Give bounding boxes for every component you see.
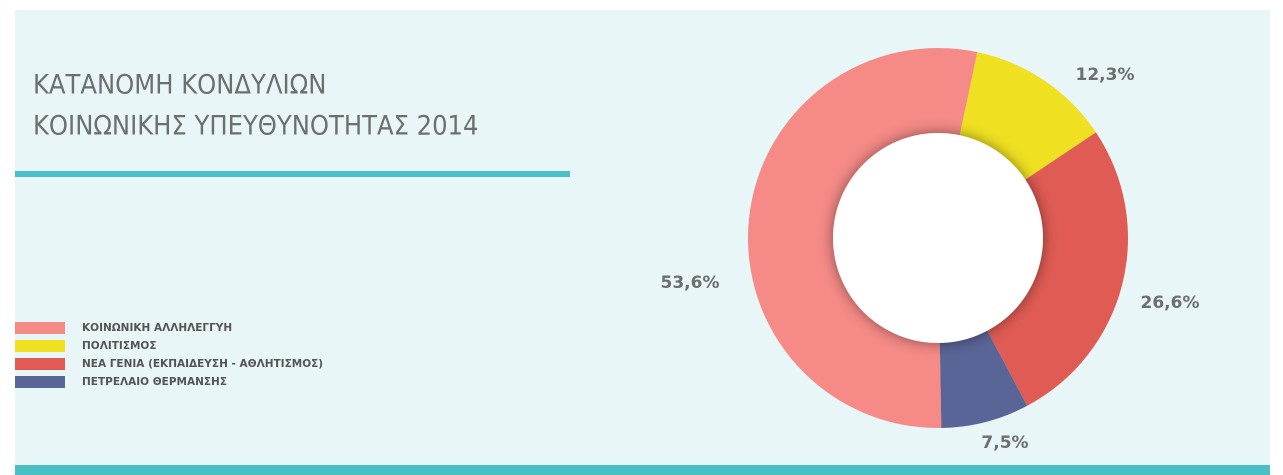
- data-label: 12,3%: [1076, 65, 1135, 85]
- title-rule: [15, 171, 570, 177]
- legend-swatch: [15, 340, 65, 352]
- bottom-bar: [15, 465, 1270, 475]
- donut-hole: [833, 133, 1043, 343]
- legend-label: ΚΟΙΝΩΝΙΚΗ ΑΛΛΗΛΕΓΓΥΗ: [82, 322, 232, 334]
- legend-swatch: [15, 376, 65, 388]
- legend-swatch: [15, 358, 65, 370]
- legend-label: ΠΟΛΙΤΙΣΜΟΣ: [82, 340, 157, 352]
- chart-title: ΚΑΤΑΝΟΜΗ ΚΟΝΔΥΛΙΩΝ: [33, 70, 326, 101]
- legend-label: ΠΕΤΡΕΛΑΙΟ ΘΕΡΜΑΝΣΗΣ: [82, 376, 227, 388]
- data-label: 53,6%: [661, 273, 720, 293]
- legend-swatch: [15, 322, 65, 334]
- data-label: 26,6%: [1141, 293, 1200, 313]
- chart-title: ΚΟΙΝΩΝΙΚΗΣ ΥΠΕΥΘΥΝΟΤΗΤΑΣ 2014: [33, 111, 478, 142]
- data-label: 7,5%: [981, 433, 1028, 453]
- legend-label: ΝΕΑ ΓΕΝΙΑ (ΕΚΠΑΙΔΕΥΣΗ - ΑΘΛΗΤΙΣΜΟΣ): [82, 358, 323, 370]
